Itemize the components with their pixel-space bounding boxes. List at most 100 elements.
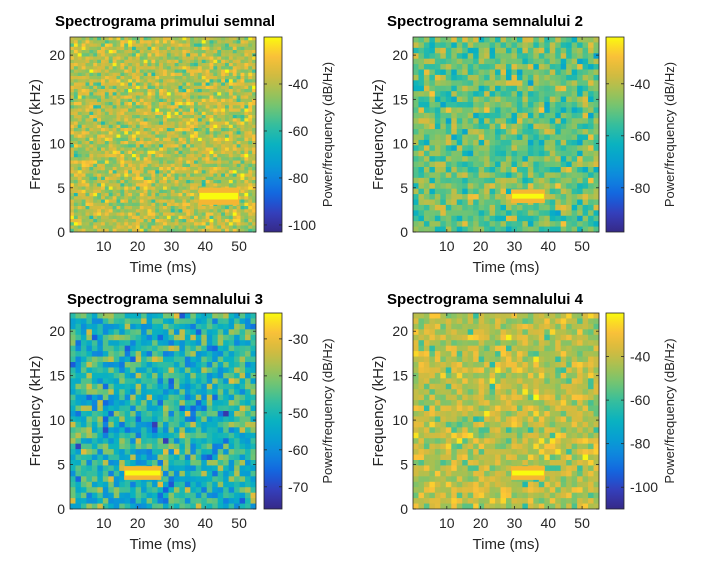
heatmap-cell <box>135 405 142 412</box>
heatmap-cell <box>527 107 534 114</box>
heatmap-cell <box>473 139 480 146</box>
heatmap-cell <box>81 173 87 178</box>
heatmap-cell <box>152 389 159 396</box>
heatmap-cell <box>467 150 474 157</box>
heatmap-cell <box>538 91 545 98</box>
heatmap-cell <box>73 154 79 158</box>
heatmap-cell <box>155 186 160 191</box>
heatmap-cell <box>506 215 513 222</box>
heatmap-cell <box>495 167 502 174</box>
heatmap-cell <box>173 340 181 347</box>
heatmap-cell <box>139 46 145 51</box>
heatmap-cell <box>155 53 160 58</box>
heatmap-cell <box>178 92 183 97</box>
heatmap-cell <box>174 173 180 178</box>
heatmap-cell <box>97 389 104 396</box>
heatmap-cell <box>135 170 141 175</box>
heatmap-cell <box>155 199 160 204</box>
heatmap-cell <box>184 367 191 374</box>
heatmap-cell <box>179 498 186 505</box>
heatmap-cell <box>112 59 118 64</box>
heatmap-cell <box>549 112 556 119</box>
heatmap-cell <box>143 76 149 80</box>
heatmap-cell <box>97 383 104 390</box>
heatmap-cell <box>163 503 170 509</box>
heatmap-cell <box>423 156 431 163</box>
heatmap-cell <box>566 64 573 71</box>
heatmap-cell <box>147 105 152 110</box>
heatmap-cell <box>217 37 222 41</box>
heatmap-cell <box>209 137 214 142</box>
heatmap-cell <box>159 131 164 136</box>
heatmap-cell <box>197 69 203 74</box>
heatmap-cell <box>418 139 425 146</box>
heatmap-cell <box>538 37 545 44</box>
heatmap-cell <box>139 66 145 71</box>
heatmap-cell <box>506 80 513 87</box>
heatmap-cell <box>429 204 436 211</box>
heatmap-cell <box>593 204 599 211</box>
heatmap-cell <box>240 173 245 178</box>
heatmap-cell <box>147 167 152 171</box>
heatmap-cell <box>91 400 98 407</box>
heatmap-cell <box>549 42 556 49</box>
heatmap-cell <box>132 95 137 100</box>
heatmap-cell <box>104 124 110 129</box>
heatmap-cell <box>197 46 203 51</box>
heatmap-cell <box>538 167 545 174</box>
heatmap-cell <box>178 157 183 162</box>
heatmap-cell <box>197 102 203 106</box>
heatmap-cell <box>147 225 152 230</box>
heatmap-cell <box>209 59 214 64</box>
heatmap-cell <box>413 85 420 92</box>
heatmap-cell <box>533 134 540 141</box>
heatmap-cell <box>240 170 245 175</box>
heatmap-cell <box>166 170 172 175</box>
heatmap-cell <box>70 128 75 132</box>
heatmap-cell <box>533 42 540 49</box>
heatmap-cell <box>178 121 183 126</box>
heatmap-cell <box>113 318 120 325</box>
heatmap-cell <box>209 222 214 227</box>
heatmap-cell <box>152 487 159 494</box>
heatmap-cell <box>252 134 256 139</box>
heatmap-cell <box>89 46 94 51</box>
heatmap-cell <box>252 147 256 152</box>
heatmap-cell <box>89 193 94 197</box>
heatmap-cell <box>81 43 87 48</box>
heatmap-cell <box>197 228 203 232</box>
heatmap-cell <box>182 56 187 61</box>
heatmap-cell <box>205 176 211 181</box>
heatmap-cell <box>489 139 496 146</box>
heatmap-cell <box>102 487 109 494</box>
heatmap-cell <box>77 105 83 110</box>
heatmap-cell <box>70 356 77 363</box>
heatmap-cell <box>451 58 458 65</box>
heatmap-cell <box>73 189 79 194</box>
heatmap-cell <box>163 449 170 456</box>
heatmap-cell <box>113 411 120 418</box>
heatmap-cell <box>197 89 203 93</box>
heatmap-cell <box>228 89 234 93</box>
heatmap-cell <box>89 92 94 97</box>
heatmap-cell <box>240 102 245 106</box>
heatmap-cell <box>506 118 513 125</box>
heatmap-cell <box>124 105 129 110</box>
heatmap-cell <box>221 183 226 188</box>
heatmap-cell <box>445 226 452 232</box>
colorbar-tick-label: -60 <box>630 128 650 144</box>
heatmap-cell <box>489 145 496 152</box>
heatmap-cell <box>174 46 180 51</box>
heatmap-cell <box>147 121 152 126</box>
heatmap-cell <box>184 438 191 445</box>
heatmap-cell <box>511 58 518 65</box>
heatmap-cell <box>119 465 126 472</box>
heatmap-cell <box>108 378 115 385</box>
heatmap-cell <box>209 105 214 110</box>
heatmap-cell <box>182 176 187 181</box>
heatmap-cell <box>217 69 222 74</box>
heatmap-cell <box>533 172 540 179</box>
heatmap-cell <box>549 58 556 65</box>
heatmap-cell <box>236 46 242 51</box>
heatmap-cell <box>240 157 245 162</box>
